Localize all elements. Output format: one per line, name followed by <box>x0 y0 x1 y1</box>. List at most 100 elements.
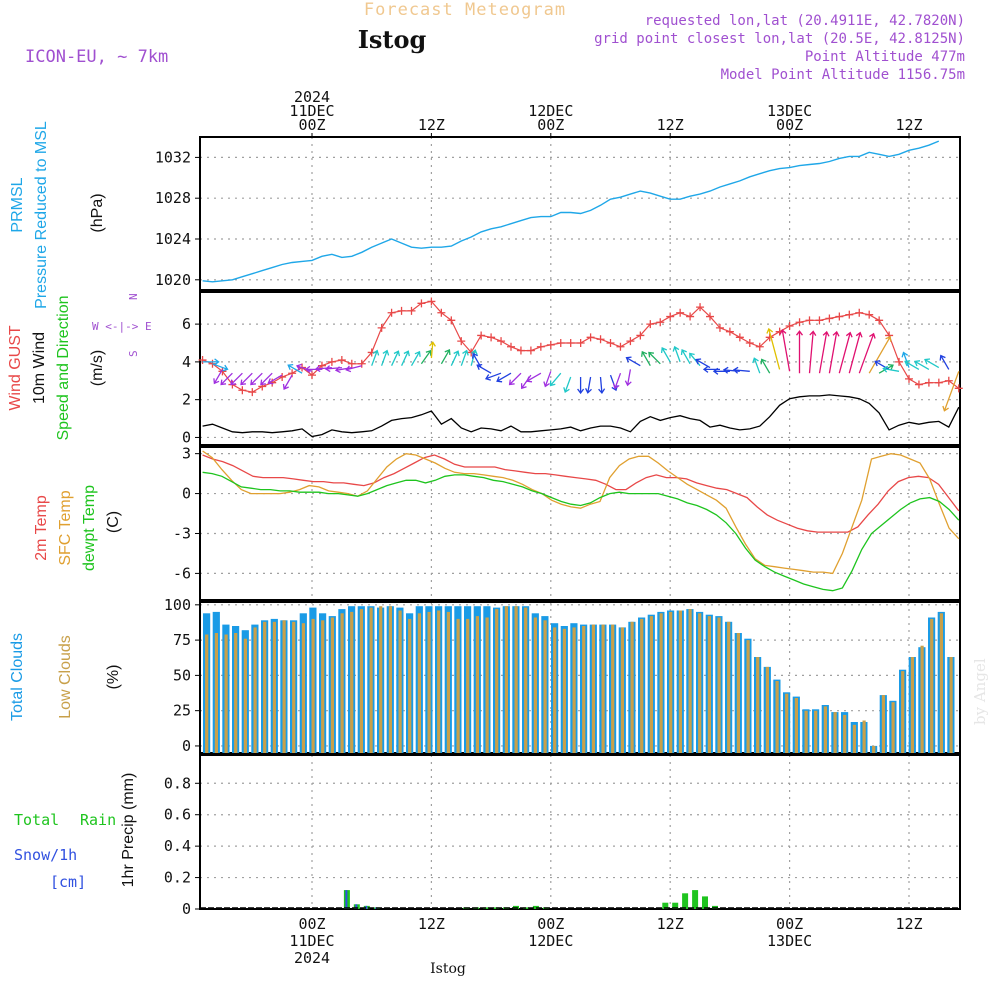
low-cloud-bar <box>524 607 528 753</box>
low-cloud-bar <box>321 620 325 753</box>
wind-arrow <box>868 335 892 374</box>
low-cloud-bar <box>311 618 315 753</box>
wind-gust-label: Wind GUST <box>7 325 24 411</box>
low-cloud-bar <box>833 712 837 753</box>
gust-marker <box>576 339 585 347</box>
low-clouds-label: Low Clouds <box>57 635 74 719</box>
wind-arrow <box>371 349 380 366</box>
gust-marker <box>686 312 695 321</box>
wind-arrow <box>939 354 950 370</box>
time-label-bottom: 2024 <box>294 949 330 967</box>
y-tick-label: -3 <box>173 524 191 542</box>
gust-marker <box>696 303 705 312</box>
gust-marker <box>755 342 764 351</box>
gust-marker <box>238 386 247 395</box>
gust-marker <box>427 297 436 306</box>
precip-panel: 0 0.2 0.4 0.6 0.8 <box>164 754 961 918</box>
wind-arrow <box>508 372 522 386</box>
gridpoint-coords: grid point closest lon,lat (20.5E, 42.81… <box>594 31 965 47</box>
low-cloud-bar <box>920 645 924 753</box>
footer-station: Istog <box>430 961 466 977</box>
credit-watermark: by Angel <box>971 658 989 725</box>
low-cloud-bar <box>446 611 450 753</box>
pressure-line <box>202 140 940 283</box>
wind-arrow <box>450 350 460 366</box>
gust-marker <box>347 359 356 368</box>
gust-marker <box>327 357 336 366</box>
wind-arrow <box>838 331 853 374</box>
rain-bar <box>692 890 699 909</box>
gust-marker <box>397 306 406 315</box>
y-tick-label: 0 <box>182 485 191 503</box>
low-cloud-bar <box>379 606 383 753</box>
wind-dir-label: Speed and Direction <box>55 296 72 441</box>
low-cloud-bar <box>862 720 866 753</box>
gust-marker <box>536 342 545 351</box>
wind-arrow <box>460 349 469 366</box>
gust-marker <box>795 318 804 327</box>
low-cloud-bar <box>601 624 605 753</box>
low-cloud-bar <box>794 698 798 753</box>
time-label-bottom: 12Z <box>418 915 445 933</box>
low-cloud-bar <box>949 657 953 753</box>
wind-arrow <box>598 376 606 394</box>
gust-marker <box>387 308 396 317</box>
gust-marker <box>835 312 844 321</box>
low-cloud-bar <box>688 609 692 753</box>
wind-arrow <box>345 365 362 373</box>
wind-arrow <box>410 350 421 367</box>
time-label-top: 00Z <box>537 116 564 134</box>
y-tick-label: 0 <box>182 428 191 446</box>
gust-marker <box>487 333 496 342</box>
wind-arrow <box>401 350 410 366</box>
wind-arrow <box>660 347 671 363</box>
y-tick-label: 0.4 <box>164 837 191 855</box>
y-tick-label: 1024 <box>155 230 191 248</box>
wind-arrow <box>429 341 436 359</box>
y-tick-label: 1032 <box>155 148 191 166</box>
low-cloud-bar <box>785 693 789 753</box>
time-label-bottom: 13DEC <box>767 932 812 950</box>
wind-arrow <box>732 366 750 374</box>
wind-arrow <box>672 345 681 363</box>
time-label-bottom: 12Z <box>657 915 684 933</box>
wind-arrow <box>779 328 791 372</box>
time-label-bottom: 00Z <box>776 915 803 933</box>
low-cloud-bar <box>437 610 441 753</box>
wind-arrow <box>287 363 303 374</box>
low-cloud-bar <box>736 633 740 753</box>
low-cloud-bar <box>359 609 363 753</box>
gust-marker <box>417 299 426 308</box>
wind-arrow <box>752 357 761 374</box>
low-cloud-bar <box>224 634 228 753</box>
low-cloud-bar <box>369 607 373 753</box>
gust-marker <box>447 316 456 325</box>
low-cloud-bar <box>620 627 624 753</box>
gust-marker <box>785 322 794 330</box>
low-cloud-bar <box>717 617 721 753</box>
model-label: ICON-EU, ~ 7km <box>25 47 168 67</box>
low-cloud-bar <box>272 621 276 753</box>
gust-marker <box>198 356 207 364</box>
time-label-bottom: 11DEC <box>289 932 334 950</box>
low-cloud-bar <box>930 618 934 753</box>
rain-label-total: Total <box>14 811 59 829</box>
pressure-label: Pressure Reduced to MSL <box>33 121 50 309</box>
gust-marker <box>606 339 615 347</box>
wind-arrow <box>526 372 542 383</box>
wind-arrow <box>624 369 632 387</box>
time-label-top: 00Z <box>298 116 325 134</box>
gust-marker <box>626 337 635 346</box>
y-tick-label: 0.2 <box>164 869 191 887</box>
t2m-line <box>202 454 960 533</box>
gust-marker <box>666 312 675 321</box>
low-cloud-bar <box>234 633 238 753</box>
wind-arrow <box>924 358 940 369</box>
low-cloud-bar <box>630 621 634 753</box>
wind-arrow <box>496 372 512 383</box>
wind-arrow <box>295 363 313 372</box>
time-label-top: 12Z <box>418 116 445 134</box>
wind-arrow <box>901 351 910 368</box>
wind-arrow <box>882 365 900 373</box>
